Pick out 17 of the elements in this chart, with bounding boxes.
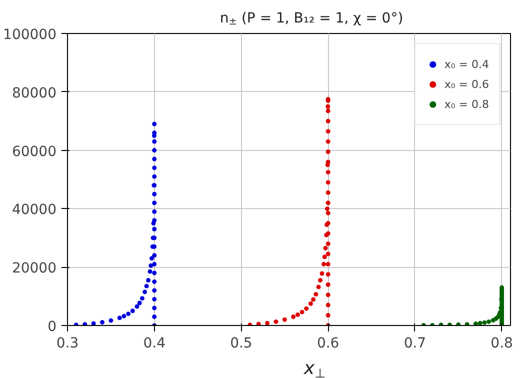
y-tick-label: 100000 (3, 27, 57, 43)
x-tick-label: 0.7 (404, 336, 426, 352)
chart-title: n± (P = 1, B₁₂ = 1, χ = 0°) (220, 10, 404, 28)
x-tick-label: 0.5 (230, 336, 252, 352)
x-tick-label: 0.6 (316, 336, 340, 352)
y-tick-label: 40000 (12, 202, 57, 218)
legend-label: x₀ = 0.6 (444, 78, 489, 90)
x-tick-label: 0.8 (490, 336, 513, 352)
legend-label: x₀ = 0.4 (444, 58, 489, 70)
y-tick-label: 20000 (12, 260, 57, 277)
y-tick-label: 80000 (12, 85, 57, 102)
y-tick-label: 0 (48, 319, 57, 335)
x-axis-title: x⊥ (302, 358, 326, 378)
legend-label: x₀ = 0.8 (444, 98, 489, 110)
y-tick-label: 60000 (12, 144, 57, 160)
x-tick-label: 0.3 (56, 336, 79, 352)
x-tick-label: 0.4 (143, 336, 166, 352)
